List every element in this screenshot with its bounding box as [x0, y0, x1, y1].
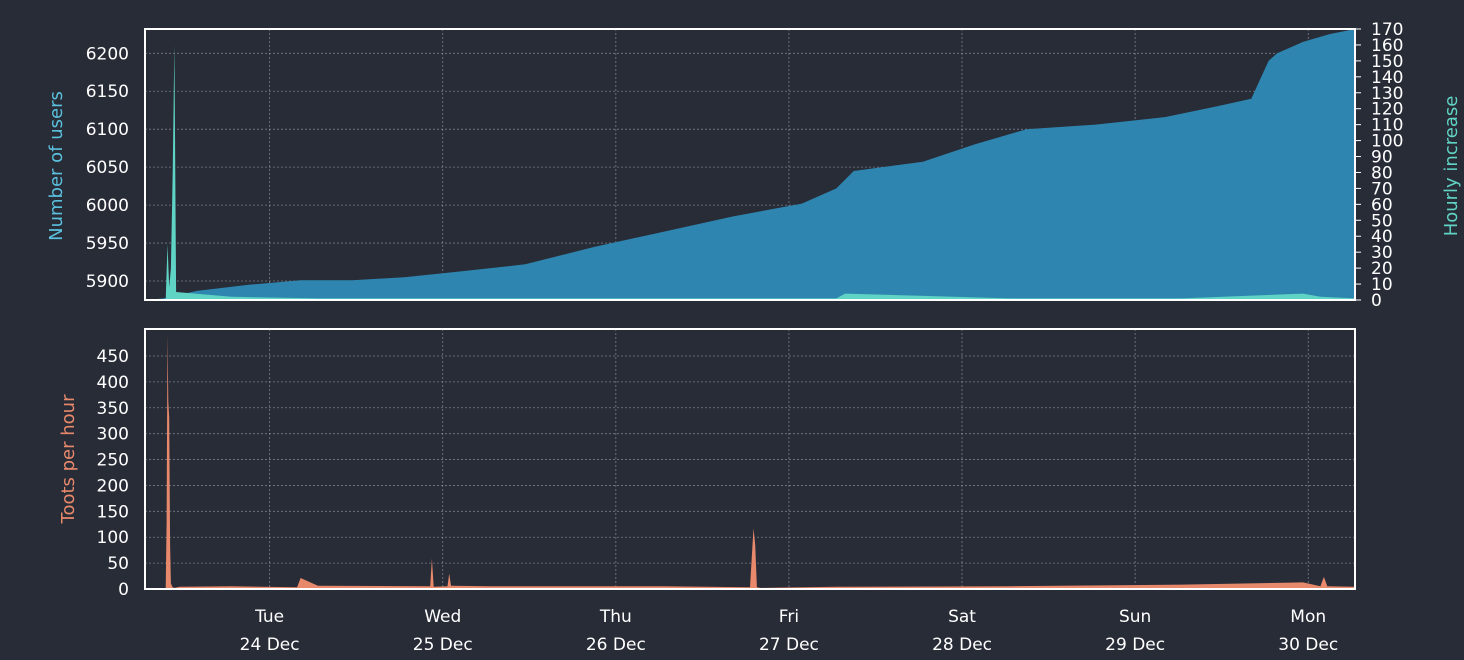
right-tick-label: 90	[1371, 148, 1393, 168]
x-tick-date: 26 Dec	[586, 635, 646, 655]
x-tick-date: 28 Dec	[932, 635, 992, 655]
right-tick-label: 10	[1371, 275, 1393, 295]
right-tick-label: 50	[1371, 211, 1393, 231]
right-tick-label: 130	[1371, 84, 1403, 104]
x-tick-weekday: Sun	[1119, 607, 1151, 627]
y-tick-label: 50	[107, 554, 129, 574]
right-tick-label: 140	[1371, 68, 1403, 88]
users-panel: 5900 5950 6000 6050 6100 6150 6200 010203040506…	[86, 20, 1404, 311]
y-tick-label: 300	[97, 425, 129, 445]
right-tick-label: 170	[1371, 20, 1403, 40]
y-tick-label: 6200	[86, 44, 129, 64]
y-tick-label: 6050	[86, 158, 129, 178]
y-tick-label: 6150	[86, 82, 129, 102]
right-tick-label: 70	[1371, 179, 1393, 199]
x-tick-weekday: Fri	[779, 607, 799, 627]
right-tick-label: 40	[1371, 227, 1393, 247]
plot-frame	[144, 28, 1356, 301]
x-tick-weekday: Wed	[424, 607, 461, 627]
x-tick-date: 30 Dec	[1278, 635, 1338, 655]
right-tick-label: 80	[1371, 163, 1393, 183]
x-tick-weekday: Mon	[1290, 607, 1326, 627]
x-tick-weekday: Tue	[254, 607, 284, 627]
x-tick-weekday: Thu	[599, 607, 632, 627]
hourly-axis-label: Hourly increase	[1441, 96, 1462, 237]
y-tick-label: 200	[97, 476, 129, 496]
right-tick-label: 150	[1371, 52, 1403, 72]
toots-area	[145, 335, 1355, 589]
right-tick-label: 120	[1371, 100, 1403, 120]
right-tick-label: 160	[1371, 36, 1403, 56]
right-tick-label: 20	[1371, 259, 1393, 279]
x-tick-date: 29 Dec	[1105, 635, 1165, 655]
y-tick-label: 5900	[86, 272, 129, 292]
right-tick-label: 0	[1371, 291, 1382, 311]
right-tick-label: 100	[1371, 132, 1403, 152]
users-area	[145, 29, 1355, 300]
y-tick-label: 400	[97, 373, 129, 393]
x-tick-date: 25 Dec	[413, 635, 473, 655]
x-tick-date: 24 Dec	[240, 635, 300, 655]
y-tick-label: 5950	[86, 234, 129, 254]
x-tick-date: 27 Dec	[759, 635, 819, 655]
right-tick-label: 30	[1371, 243, 1393, 263]
y-tick-label: 350	[97, 399, 129, 419]
x-axis: Tue 24 Dec Wed 25 Dec Thu 26 Dec Fri 27 Dec Sat 2…	[240, 607, 1339, 655]
y-tick-label: 100	[97, 528, 129, 548]
y-tick-label: 6100	[86, 120, 129, 140]
y-tick-label: 6000	[86, 196, 129, 216]
y-tick-label: 450	[97, 347, 129, 367]
x-tick-weekday: Sat	[948, 607, 976, 627]
toots-axis-label: Toots per hour	[58, 394, 79, 525]
users-axis-label: Number of users	[46, 91, 67, 241]
right-tick-label: 60	[1371, 195, 1393, 215]
y-tick-label: 150	[97, 502, 129, 522]
right-tick-label: 110	[1371, 116, 1403, 136]
y-tick-label: 250	[97, 451, 129, 471]
y-tick-label: 0	[118, 580, 129, 600]
plot-frame	[144, 328, 1356, 590]
toots-panel: 0 50 100 150 200 250 300 350 400 450	[97, 328, 1356, 600]
